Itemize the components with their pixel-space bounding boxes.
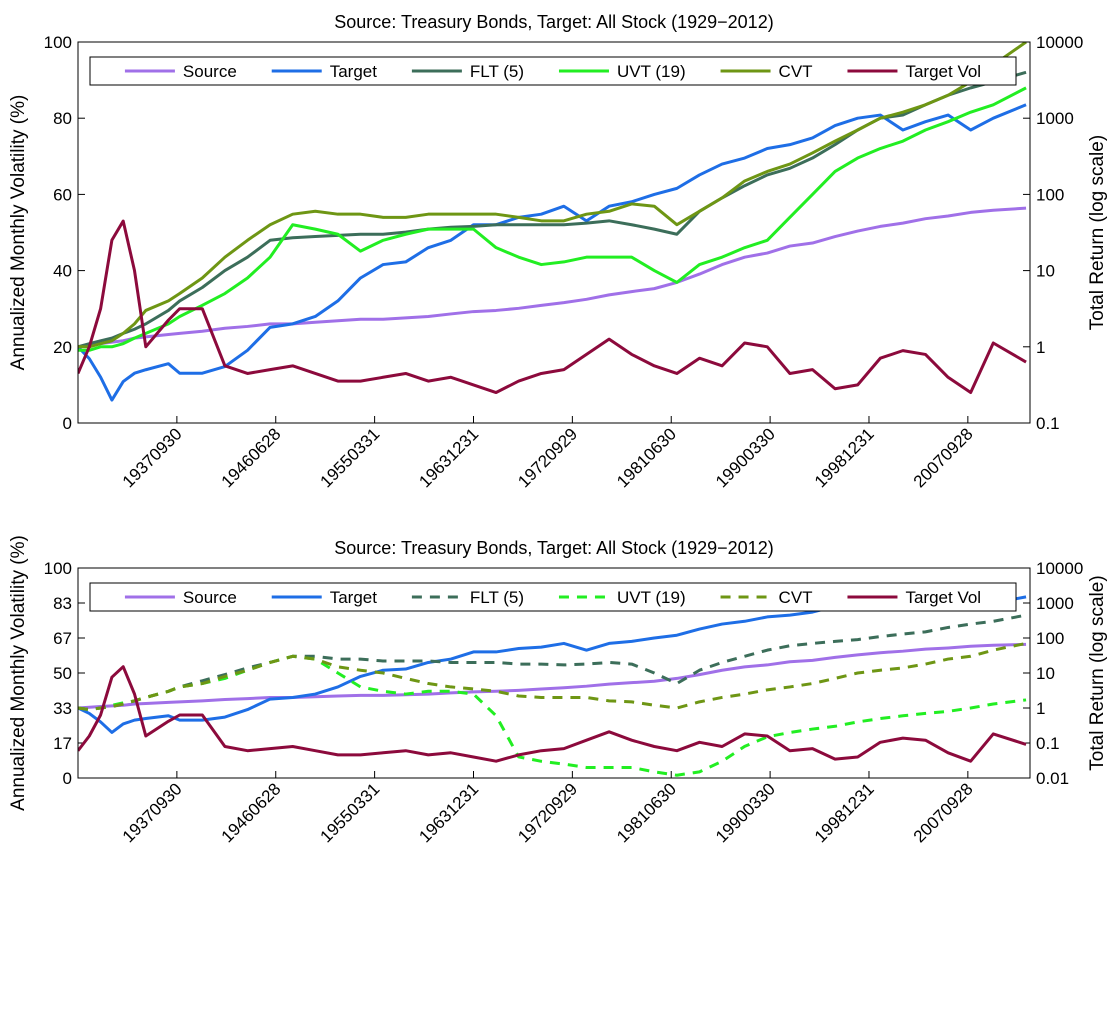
legend-label: FLT (5): [470, 62, 524, 81]
series-line: [78, 219, 1027, 395]
series-line: [78, 86, 1027, 352]
legend-label: Target: [330, 62, 378, 81]
y-axis-label: Annualized Monthly Volatility (%): [8, 535, 29, 811]
y-axis-label: Annualized Monthly Volatility (%): [8, 95, 29, 371]
series-line: [78, 595, 1027, 734]
y2-tick-label: 100: [1036, 629, 1064, 648]
y2-axis-label: Total Return (log scale): [1087, 575, 1108, 770]
plot-frame: [77, 567, 1031, 779]
plot-frame: [77, 41, 1031, 424]
y2-tick-label: 1000: [1036, 109, 1074, 128]
y2-axis-label: Total Return (log scale): [1087, 135, 1108, 330]
y2-tick-label: 100: [1036, 185, 1064, 204]
y-tick-label: 60: [53, 185, 72, 204]
y-tick-label: 33: [53, 699, 72, 718]
y-tick-label: 40: [53, 262, 72, 281]
x-tick-label: 20070928: [910, 424, 977, 491]
y-tick-label: 83: [53, 594, 72, 613]
y-tick-label: 80: [53, 109, 72, 128]
legend-label: FLT (5): [470, 588, 524, 607]
legend-label: Target Vol: [905, 588, 981, 607]
y-tick-label: 17: [53, 734, 72, 753]
series-line: [78, 613, 1027, 712]
y2-tick-label: 10000: [1036, 559, 1083, 578]
y2-tick-label: 0.01: [1036, 769, 1069, 788]
x-tick-label: 19720929: [514, 779, 581, 846]
x-tick-label: 19370930: [119, 779, 186, 846]
chart-title: Source: Treasury Bonds, Target: All Stoc…: [334, 12, 773, 32]
y2-tick-label: 10: [1036, 262, 1055, 281]
series-line: [78, 103, 1027, 402]
legend-label: UVT (19): [617, 588, 686, 607]
y-tick-label: 0: [63, 414, 72, 433]
x-tick-label: 19810630: [613, 424, 680, 491]
y2-tick-label: 1: [1036, 699, 1045, 718]
y-tick-label: 0: [63, 769, 72, 788]
legend-label: Source: [183, 62, 237, 81]
y-tick-label: 67: [53, 629, 72, 648]
y-tick-label: 50: [53, 664, 72, 683]
legend-label: Target Vol: [905, 62, 981, 81]
series-line: [78, 641, 1027, 712]
chart-panel: Source: Treasury Bonds, Target: All Stoc…: [8, 535, 1108, 846]
x-tick-label: 19460628: [218, 779, 285, 846]
y-tick-label: 100: [44, 33, 72, 52]
series-line: [78, 70, 1027, 349]
legend-label: CVT: [779, 588, 813, 607]
legend-label: UVT (19): [617, 62, 686, 81]
x-tick-label: 19810630: [613, 779, 680, 846]
x-tick-label: 19631231: [415, 424, 482, 491]
chart-title: Source: Treasury Bonds, Target: All Stoc…: [334, 538, 773, 558]
legend-label: CVT: [779, 62, 813, 81]
legend-label: Target: [330, 588, 378, 607]
x-tick-label: 19981231: [811, 779, 878, 846]
y2-tick-label: 1000: [1036, 594, 1074, 613]
x-tick-label: 19370930: [119, 424, 186, 491]
x-tick-label: 19631231: [415, 779, 482, 846]
y-tick-label: 20: [53, 338, 72, 357]
x-tick-label: 19900330: [712, 424, 779, 491]
y2-tick-label: 0.1: [1036, 734, 1060, 753]
series-line: [78, 642, 1027, 710]
x-tick-label: 19550331: [317, 779, 384, 846]
chart-panel: Source: Treasury Bonds, Target: All Stoc…: [8, 12, 1108, 491]
legend: Source Target FLT (5) UVT (19) CVT Target Vol: [89, 56, 1017, 86]
x-tick-label: 20070928: [910, 779, 977, 846]
series-line: [78, 665, 1027, 763]
x-tick-label: 19900330: [712, 779, 779, 846]
series-line: [78, 206, 1027, 349]
x-tick-label: 19460628: [218, 424, 285, 491]
series-line: [78, 42, 1027, 349]
y-tick-label: 100: [44, 559, 72, 578]
y2-tick-label: 0.1: [1036, 414, 1060, 433]
x-tick-label: 19720929: [514, 424, 581, 491]
x-tick-label: 19981231: [811, 424, 878, 491]
y2-tick-label: 1: [1036, 338, 1045, 357]
y2-tick-label: 10000: [1036, 33, 1083, 52]
y2-tick-label: 10: [1036, 664, 1055, 683]
legend: Source Target FLT (5) UVT (19) CVT Target Vol: [89, 582, 1017, 612]
legend-label: Source: [183, 588, 237, 607]
series-line: [78, 654, 1027, 777]
x-tick-label: 19550331: [317, 424, 384, 491]
